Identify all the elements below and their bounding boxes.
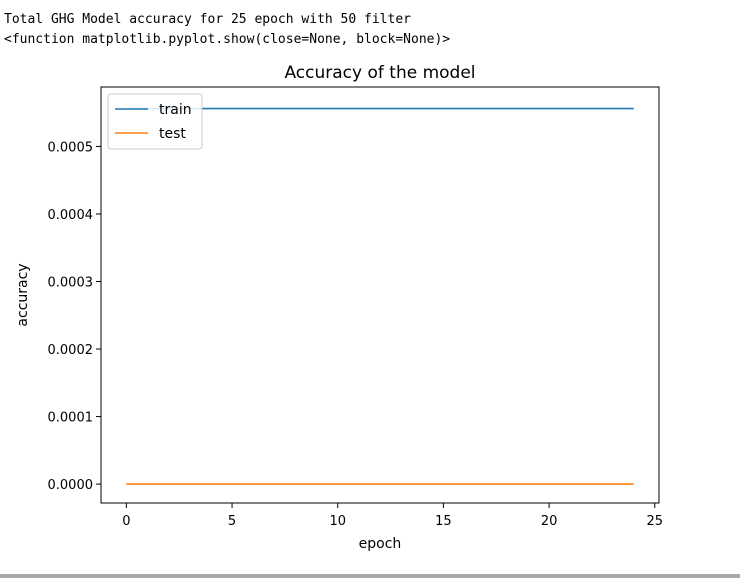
y-tick-label: 0.0000 (48, 478, 94, 493)
x-tick-label: 25 (646, 514, 663, 529)
output-line-2: <function matplotlib.pyplot.show(close=N… (4, 32, 451, 47)
x-tick-label: 0 (122, 514, 130, 529)
x-tick-label: 10 (329, 514, 346, 529)
legend-box (107, 93, 203, 150)
legend-label-train: train (159, 102, 192, 118)
y-tick-label: 0.0004 (48, 208, 94, 223)
y-tick-label: 0.0005 (48, 140, 94, 155)
plot-frame (100, 86, 660, 504)
y-tick-label: 0.0001 (48, 411, 94, 426)
output-scroll-border (0, 574, 740, 578)
chart-title: Accuracy of the model (284, 63, 475, 83)
x-tick-label: 15 (435, 514, 452, 529)
output-line-1: Total GHG Model accuracy for 25 epoch wi… (4, 12, 411, 27)
y-tick-label: 0.0002 (48, 343, 94, 358)
cell-output: Total GHG Model accuracy for 25 epoch wi… (4, 10, 450, 50)
x-tick-label: 5 (228, 514, 236, 529)
y-tick-label: 0.0003 (48, 275, 94, 290)
y-axis-label: accuracy (15, 263, 31, 326)
legend-label-test: test (159, 126, 186, 142)
x-axis-label: epoch (359, 536, 402, 552)
x-tick-label: 20 (541, 514, 558, 529)
